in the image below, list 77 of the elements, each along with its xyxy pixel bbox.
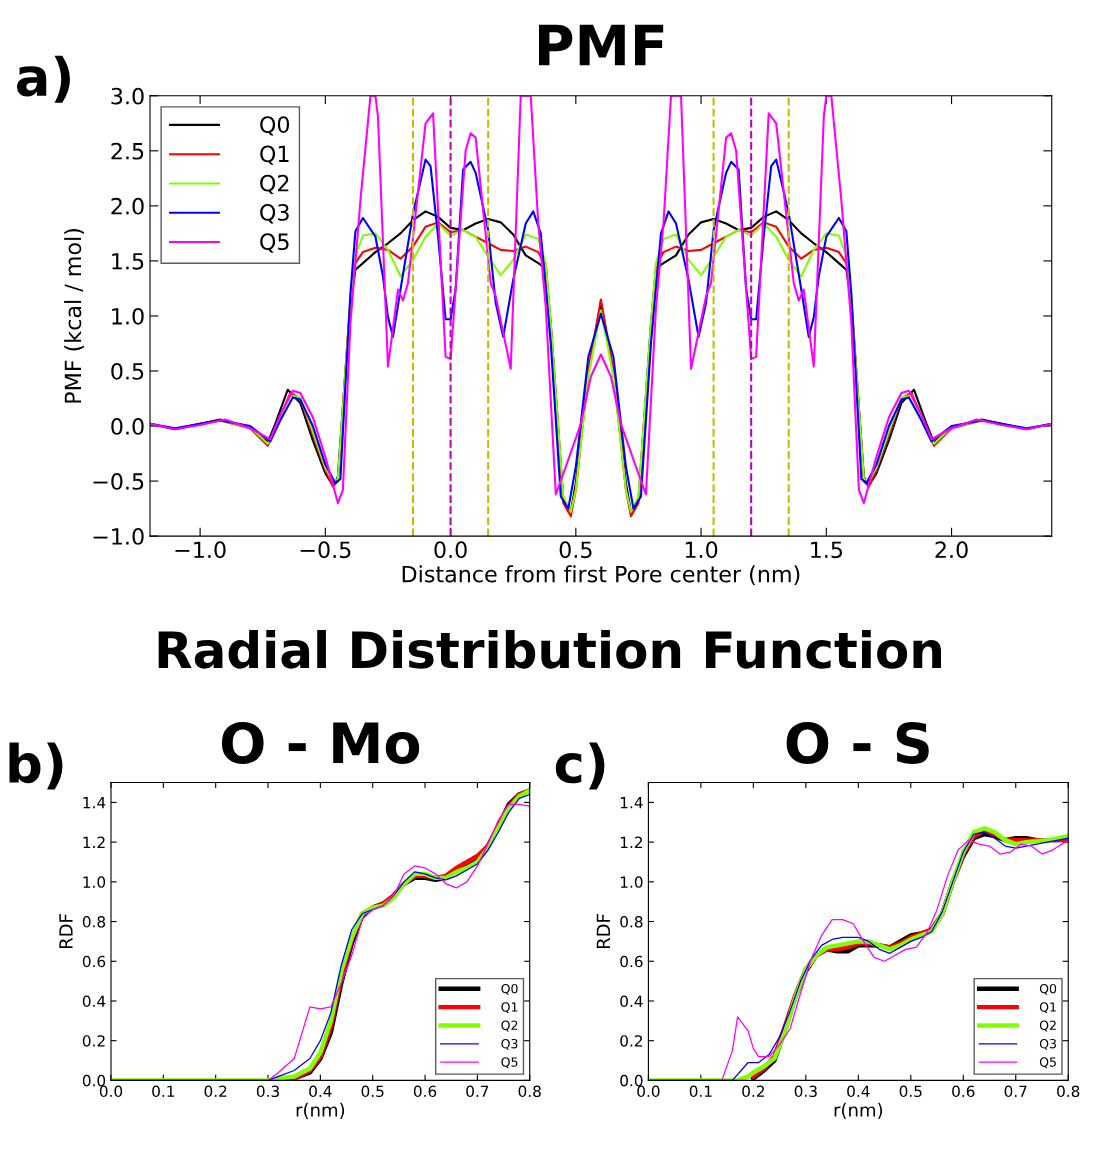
x-tick-label: 0.7 xyxy=(1004,1085,1027,1098)
y-tick-label: 0.4 xyxy=(82,995,106,1007)
x-tick-label: 0.3 xyxy=(256,1085,279,1098)
y-tick-label: 1.2 xyxy=(620,836,643,848)
legend-label: Q1 xyxy=(1039,1002,1056,1014)
text: a) xyxy=(17,55,70,103)
x-tick-label: 0.4 xyxy=(847,1085,870,1098)
y-tick-label: 0.8 xyxy=(82,916,106,928)
legend-label: Q1 xyxy=(260,145,289,165)
chart-title: O - Mo xyxy=(221,721,420,764)
text: Radial Distribution Function xyxy=(158,630,941,669)
x-tick-label: 0.5 xyxy=(559,541,592,559)
y-tick-label: 0.4 xyxy=(620,995,643,1007)
legend-label: Q5 xyxy=(501,1057,518,1069)
y-tick-label: −0.5 xyxy=(93,473,144,490)
text: b) xyxy=(9,742,63,790)
x-tick-label: 0.2 xyxy=(204,1085,227,1098)
y-tick-label: 1.2 xyxy=(83,836,105,848)
x-tick-label: 2.0 xyxy=(935,541,968,559)
legend-label: Q0 xyxy=(1039,983,1057,995)
y-tick-label: 2.0 xyxy=(111,197,144,215)
x-tick-label: 0.6 xyxy=(413,1085,437,1098)
x-tick-label: 0.8 xyxy=(1057,1085,1080,1098)
chart-title: O - S xyxy=(786,721,929,764)
y-tick-label: 1.4 xyxy=(620,797,643,809)
x-axis-title: r(nm) xyxy=(834,1102,883,1119)
y-tick-label: −1.0 xyxy=(93,528,144,545)
y-tick-label: 0.2 xyxy=(620,1035,643,1047)
legend-label: Q1 xyxy=(501,1002,518,1014)
y-tick-label: 0.5 xyxy=(111,362,144,380)
x-tick-label: 1.0 xyxy=(685,541,718,559)
x-tick-label: 0.2 xyxy=(742,1085,764,1098)
x-axis-title: r(nm) xyxy=(296,1102,345,1119)
legend-label: Q0 xyxy=(260,116,290,136)
y-tick-label: 0.6 xyxy=(82,955,106,968)
x-tick-label: 0.0 xyxy=(434,541,467,559)
x-tick-label: 0.0 xyxy=(637,1085,660,1098)
y-tick-label: 0.0 xyxy=(82,1074,106,1087)
x-tick-label: 0.5 xyxy=(899,1085,922,1098)
x-axis-title: Distance from first Pore center (nm) xyxy=(402,565,800,586)
y-axis-title: RDF xyxy=(596,914,610,949)
legend-label: Q2 xyxy=(501,1020,518,1032)
y-tick-label: 0.0 xyxy=(111,417,144,435)
y-tick-label: 0.0 xyxy=(620,1074,643,1087)
legend-label: Q5 xyxy=(260,233,289,253)
y-tick-label: 0.6 xyxy=(620,955,643,968)
y-tick-label: 1.0 xyxy=(83,876,106,888)
y-tick-label: 3.0 xyxy=(111,87,144,105)
y-tick-label: 2.5 xyxy=(111,142,144,160)
y-axis-title: PMF (kcal / mol) xyxy=(64,229,84,403)
legend-label: Q2 xyxy=(1039,1020,1056,1032)
legend-label: Q3 xyxy=(1039,1038,1056,1050)
x-tick-label: 1.5 xyxy=(811,541,843,559)
legend-label: Q2 xyxy=(260,174,289,195)
x-tick-label: 0.6 xyxy=(952,1085,975,1098)
x-tick-label: −0.5 xyxy=(300,541,351,559)
y-tick-label: 1.4 xyxy=(83,797,106,809)
x-tick-label: 0.4 xyxy=(309,1085,332,1098)
legend-label: Q3 xyxy=(260,204,289,224)
y-tick-label: 1.0 xyxy=(620,876,643,888)
legend-label: Q0 xyxy=(501,983,518,995)
x-tick-label: 0.1 xyxy=(152,1085,175,1098)
x-tick-label: 0.3 xyxy=(794,1085,817,1098)
y-tick-label: 0.2 xyxy=(82,1035,105,1047)
chart-title: PMF xyxy=(539,24,664,66)
legend-label: Q3 xyxy=(501,1038,518,1050)
x-tick-label: 0.1 xyxy=(689,1085,712,1098)
y-tick-label: 0.8 xyxy=(620,916,643,928)
legend-label: Q5 xyxy=(1039,1057,1056,1069)
x-tick-label: 0.5 xyxy=(361,1085,384,1098)
text: c) xyxy=(555,742,605,790)
x-tick-label: −1.0 xyxy=(175,541,226,559)
x-tick-label: 0.8 xyxy=(518,1085,541,1098)
y-tick-label: 1.5 xyxy=(112,253,144,270)
y-tick-label: 1.0 xyxy=(112,307,144,325)
y-axis-title: RDF xyxy=(59,914,73,949)
x-tick-label: 0.7 xyxy=(466,1085,489,1098)
